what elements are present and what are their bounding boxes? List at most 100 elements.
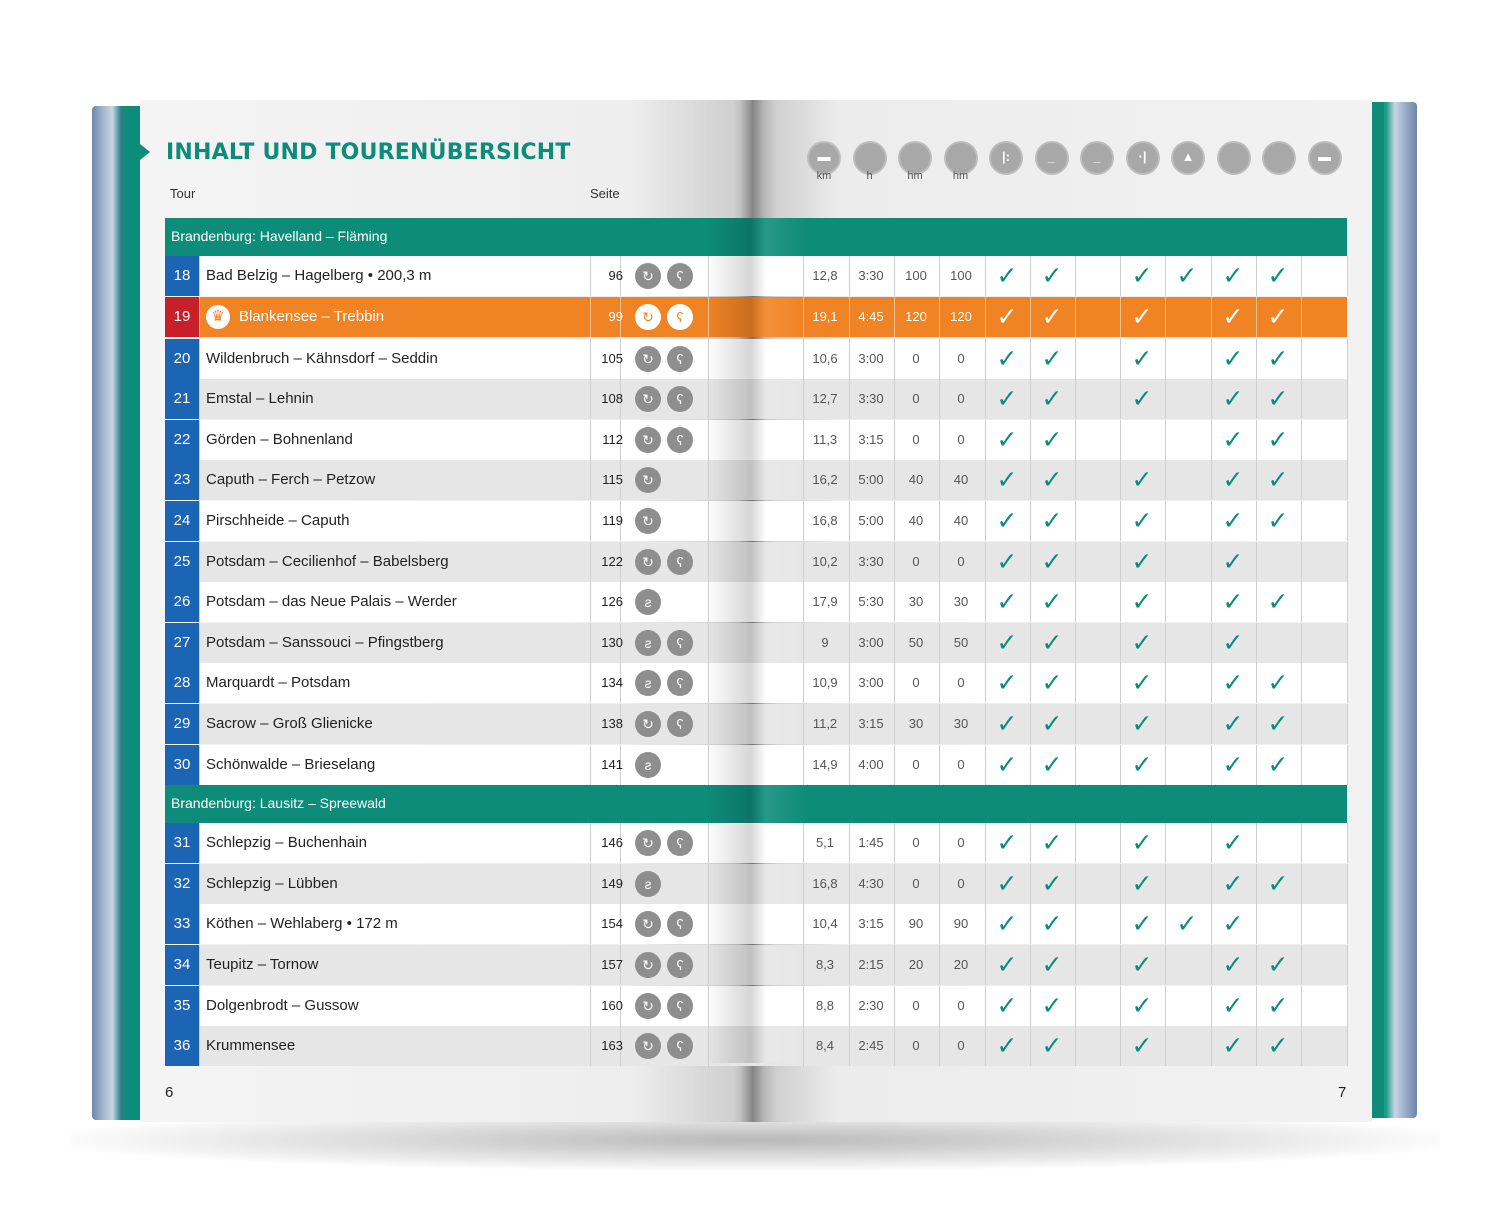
- column-divider: [1030, 296, 1031, 337]
- tour-name[interactable]: Schlepzig – Buchenhain: [206, 834, 367, 852]
- tour-name[interactable]: Sacrow – Groß Glienicke: [206, 715, 373, 732]
- column-divider: [849, 419, 850, 460]
- tour-row[interactable]: 28 Marquardt – Potsdam 134 ƨ ʕ 10,9 3:00 0 0 ✓ ✓ ✓ ✓…: [165, 663, 1348, 704]
- tour-row[interactable]: 18 Bad Belzig – Hagelberg • 200,3 m 96 ↻ ʕ 12…: [165, 256, 1348, 296]
- tour-row[interactable]: 35 Dolgenbrodt – Gussow 160 ↻ ʕ 8,8 2:30 0 0 ✓ ✓ ✓ ✓…: [165, 985, 1348, 1026]
- tour-row[interactable]: 24 Pirschheide – Caputh 119 ↻ 16,8 5:00 40 40 ✓ ✓…: [165, 501, 1348, 541]
- tour-name[interactable]: Emstal – Lehnin: [206, 390, 314, 408]
- check-icon: ✓: [1267, 465, 1289, 495]
- tour-name[interactable]: Caputh – Ferch – Petzow: [206, 471, 376, 489]
- column-divider: [939, 582, 940, 623]
- check-icon: ✓: [1041, 587, 1063, 617]
- tour-name[interactable]: Görden – Bohnenland: [206, 430, 353, 448]
- column-divider: [708, 501, 709, 541]
- tour-number: 24: [165, 501, 199, 541]
- tour-page-number: 96: [608, 268, 623, 283]
- tour-name[interactable]: Schlepzig – Lübben: [206, 874, 338, 892]
- tour-name[interactable]: Krummensee: [206, 1037, 296, 1055]
- circle-arrow-icon: ↻: [635, 952, 661, 978]
- circle-arrow-icon: ↻: [635, 548, 661, 575]
- column-divider: [803, 904, 804, 945]
- tour-h: 3:00: [858, 634, 884, 650]
- tour-row[interactable]: 25 Potsdam – Cecilienhof – Babelsberg 122 ↻…: [165, 541, 1348, 582]
- tour-name[interactable]: Teupitz – Tornow: [206, 956, 319, 973]
- tour-name[interactable]: Potsdam – Cecilienhof – Babelsberg: [206, 552, 449, 570]
- tour-row[interactable]: 34 Teupitz – Tornow 157 ↻ ʕ 8,3 2:15 20 20 ✓ ✓ ✓ ✓ ✓: [165, 945, 1348, 985]
- column-divider: [1211, 1026, 1212, 1067]
- column-divider: [1120, 256, 1121, 296]
- check-icon: ✓: [1222, 749, 1244, 779]
- tour-page-number: 163: [601, 1038, 623, 1054]
- tour-hm1: 0: [912, 675, 920, 691]
- column-legend-icon: |:: [991, 143, 1021, 173]
- column-divider: [1211, 460, 1212, 501]
- tour-name[interactable]: Schönwalde – Brieselang: [206, 755, 376, 773]
- tour-hm2: 20: [953, 957, 969, 972]
- check-icon: ✓: [1267, 424, 1289, 454]
- column-unit-label: h: [866, 170, 873, 182]
- column-divider: [620, 296, 621, 337]
- tour-row[interactable]: 32 Schlepzig – Lübben 149 ƨ 16,8 4:30 0 0 ✓ ✓ ✓ ✓ ✓: [165, 863, 1348, 904]
- tour-hm1: 0: [912, 431, 920, 447]
- tour-name[interactable]: Potsdam – Sanssouci – Pfingstberg: [206, 633, 444, 651]
- column-legend-glyph: _: [1047, 149, 1056, 164]
- tour-row[interactable]: 36 Krummensee 163 ↻ ʕ 8,4 2:45 0 0 ✓ ✓ ✓ ✓ ✓: [165, 1026, 1348, 1067]
- tour-name[interactable]: Bad Belzig – Hagelberg • 200,3 m: [206, 267, 432, 284]
- column-divider: [1030, 582, 1031, 623]
- tour-name[interactable]: Köthen – Wehlaberg • 172 m: [206, 915, 398, 933]
- column-divider: [894, 1026, 895, 1067]
- tour-name[interactable]: Marquardt – Potsdam: [206, 674, 351, 692]
- column-divider: [849, 379, 850, 420]
- tour-number: 25: [165, 541, 199, 582]
- column-divider: [803, 863, 804, 904]
- tour-row[interactable]: 30 Schönwalde – Brieselang 141 ƨ 14,9 4:00 0 0 ✓…: [165, 744, 1348, 785]
- tour-row[interactable]: 22 Görden – Bohnenland 112 ↻ ʕ 11,3 3:15 0 0 ✓ ✓ ✓ ✓: [165, 419, 1348, 460]
- column-divider: [590, 460, 591, 501]
- column-divider: [985, 541, 986, 582]
- tour-row[interactable]: 23 Caputh – Ferch – Petzow 115 ↻ 16,2 5:00 40 4…: [165, 460, 1348, 501]
- column-divider: [985, 985, 986, 1026]
- column-divider: [939, 379, 940, 420]
- tour-name[interactable]: Blankensee – Trebbin: [239, 307, 385, 325]
- column-divider: [708, 541, 709, 582]
- check-icon: ✓: [1131, 990, 1153, 1020]
- column-divider: [590, 863, 591, 904]
- tour-row[interactable]: 29 Sacrow – Groß Glienicke 138 ↻ ʕ 11,2 3:15 30…: [165, 704, 1348, 744]
- column-divider: [1256, 985, 1257, 1026]
- column-divider: [894, 256, 895, 296]
- column-divider: [1120, 501, 1121, 541]
- check-icon: ✓: [996, 343, 1018, 373]
- tour-row[interactable]: 19 ♛ Blankensee – Trebbin 99 ↻ ʕ 19,1 4:45 120 12…: [165, 296, 1348, 337]
- tour-row[interactable]: 31 Schlepzig – Buchenhain 146 ↻ ʕ 5,1 1:45 0 0 ✓ ✓…: [165, 823, 1348, 864]
- tour-hm2: 50: [953, 634, 969, 650]
- tour-row[interactable]: 26 Potsdam – das Neue Palais – Werder 126 ƨ…: [165, 582, 1348, 623]
- tour-row[interactable]: 21 Emstal – Lehnin 108 ↻ ʕ 12,7 3:30 0 0 ✓ ✓ ✓ ✓ ✓: [165, 379, 1348, 420]
- column-divider: [708, 256, 709, 296]
- tour-name[interactable]: Potsdam – das Neue Palais – Werder: [206, 593, 457, 611]
- check-icon: ✓: [1041, 828, 1063, 858]
- bear-face-icon: ʕ: [667, 426, 693, 453]
- column-divider: [939, 338, 940, 379]
- tour-hm1: 40: [908, 513, 924, 528]
- tour-name[interactable]: Wildenbruch – Kähnsdorf – Seddin: [206, 349, 438, 367]
- column-divider: [199, 663, 200, 704]
- tour-number: 35: [165, 985, 199, 1026]
- column-divider: [708, 945, 709, 985]
- tour-row[interactable]: 33 Köthen – Wehlaberg • 172 m 154 ↻ ʕ 10,4 3:1…: [165, 904, 1348, 945]
- column-divider: [1120, 338, 1121, 379]
- column-divider: [590, 823, 591, 864]
- column-divider: [708, 985, 709, 1026]
- tour-name[interactable]: Pirschheide – Caputh: [206, 512, 350, 529]
- column-legend-glyph: _: [1093, 149, 1101, 164]
- tour-row[interactable]: 27 Potsdam – Sanssouci – Pfingstberg 130 ƨ ʕ…: [165, 622, 1348, 663]
- check-icon: ✓: [1222, 506, 1244, 535]
- column-divider: [939, 419, 940, 460]
- tour-row[interactable]: 20 Wildenbruch – Kähnsdorf – Seddin 105 ↻ ʕ 1…: [165, 338, 1348, 379]
- tour-name[interactable]: Dolgenbrodt – Gussow: [206, 996, 359, 1014]
- column-divider: [939, 256, 940, 296]
- column-divider: [1211, 744, 1212, 785]
- check-icon: ✓: [1222, 627, 1244, 657]
- column-divider: [985, 582, 986, 623]
- column-divider: [1256, 379, 1257, 420]
- tour-hm2: 0: [957, 835, 965, 851]
